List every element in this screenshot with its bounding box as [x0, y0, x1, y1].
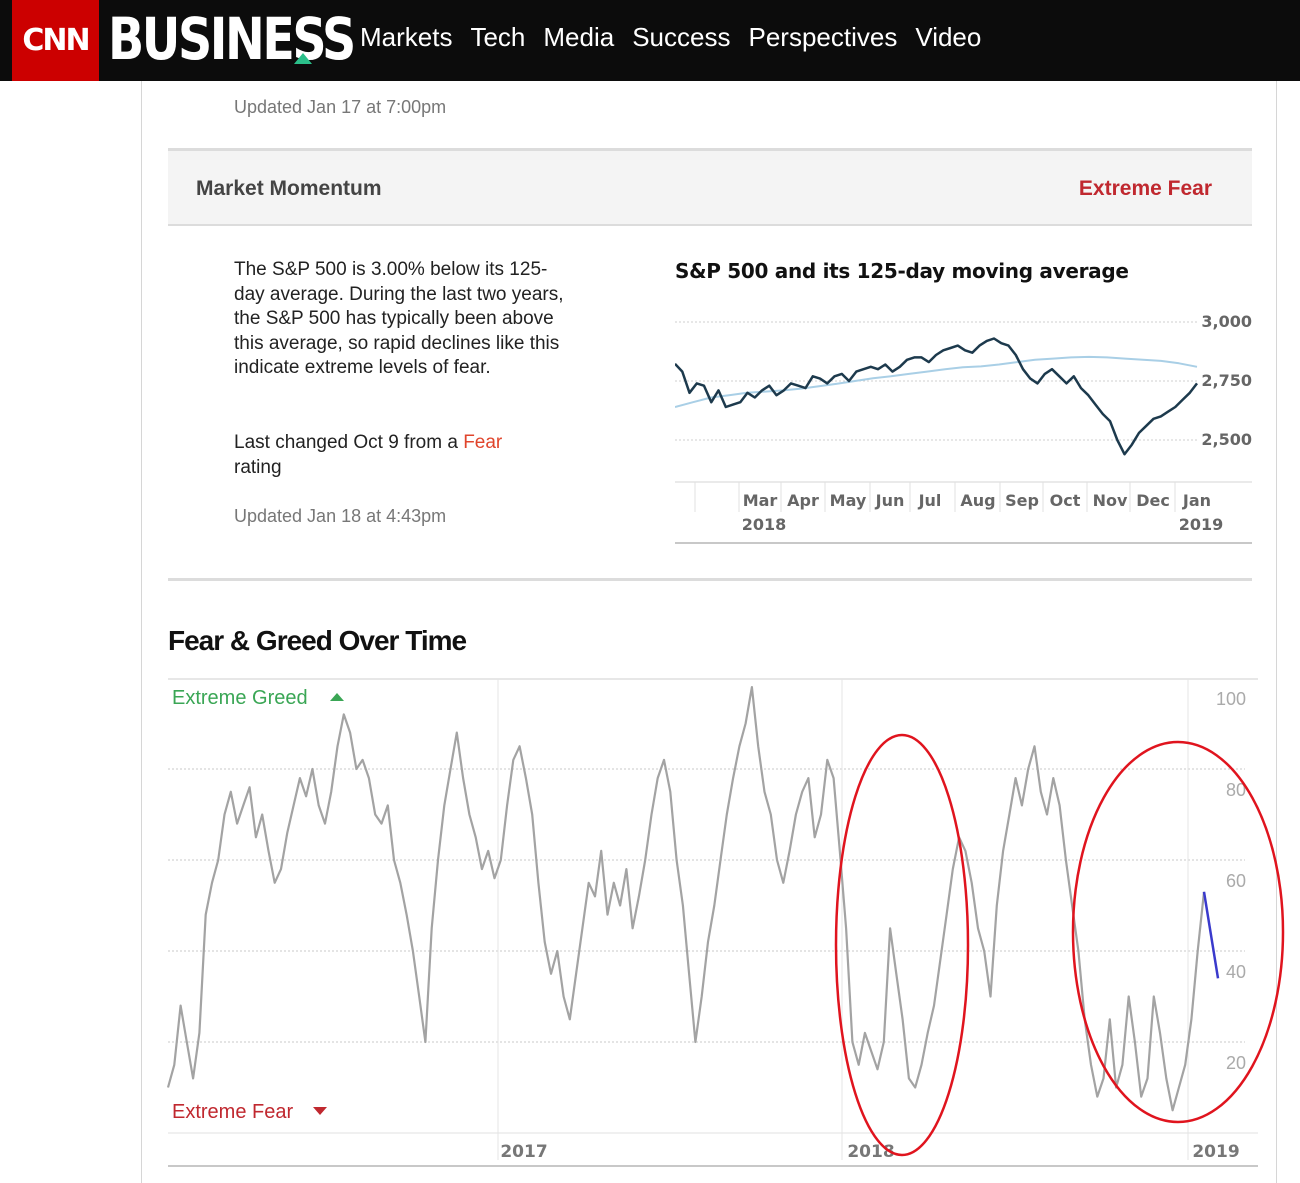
nav-video[interactable]: Video	[915, 22, 982, 52]
sp500-chart-title: S&P 500 and its 125-day moving average	[675, 259, 1129, 283]
fg-x-tick-label: 2017	[500, 1142, 547, 1162]
sp500-x-tick-label: Jan	[1182, 491, 1211, 510]
fg-y-tick-label: 60	[1226, 871, 1246, 891]
fear-greed-history-line	[166, 686, 1206, 1112]
indicator-rating: Extreme Fear	[1078, 177, 1212, 200]
fg-y-tick-label: 100	[1216, 689, 1246, 709]
main-nav: Markets Tech Media Success Perspectives …	[352, 18, 991, 58]
previous-rating: Fear	[463, 432, 503, 453]
nav-perspectives[interactable]: Perspectives	[748, 22, 898, 52]
fear-greed-latest-segment	[1202, 891, 1220, 979]
last-changed-prefix: Last changed Oct 9 from a	[234, 432, 464, 453]
annotation-circle-2019	[1071, 740, 1285, 1124]
nav-markets[interactable]: Markets	[360, 22, 453, 52]
momentum-description: The S&P 500 is 3.00% below its 125-day a…	[234, 259, 564, 378]
extreme-fear-label: Extreme Fear	[172, 1101, 293, 1123]
last-changed-text: Last changed Oct 9 from a Fear rating	[234, 430, 564, 480]
sp500-x-tick-label: Jun	[875, 491, 905, 510]
top-navigation-bar: CNN BUSINESS Markets Tech Media Success …	[0, 0, 1300, 81]
sp500-x-tick-label: Apr	[787, 491, 819, 510]
content-border-right	[1276, 81, 1277, 1183]
fear-greed-over-time-title: Fear & Greed Over Time	[168, 625, 467, 656]
extreme-greed-label: Extreme Greed	[172, 687, 308, 709]
updated-timestamp-momentum: Updated Jan 18 at 4:43pm	[234, 506, 447, 526]
triangle-down-icon	[313, 1107, 327, 1115]
market-momentum-header[interactable]: Market Momentum Extreme Fear	[168, 148, 1252, 226]
sp500-x-tick-label: Jul	[918, 491, 942, 510]
annotation-circle-2018	[834, 733, 970, 1157]
sp500-chart: 3,000 2,750 2,500 Mar Apr May Jun Jul Aug Sep Oct N…	[675, 312, 1252, 544]
sp500-x-tick-label: Dec	[1136, 491, 1170, 510]
fg-y-tick-label: 80	[1226, 780, 1246, 800]
fg-x-tick-label: 2019	[1192, 1142, 1239, 1162]
business-logo[interactable]: BUSINESS	[108, 5, 356, 73]
fg-x-tick-label: 2018	[847, 1142, 894, 1162]
sp500-x-tick-label: Mar	[743, 491, 778, 510]
sp500-moving-average-line	[675, 355, 1198, 408]
sp500-x-tick-label: May	[830, 491, 867, 510]
cnn-logo[interactable]: CNN	[12, 0, 99, 81]
sp500-y-tick-label: 2,500	[1201, 430, 1252, 449]
sp500-y-tick-label: 2,750	[1201, 371, 1252, 390]
sp500-year-label: 2019	[1179, 515, 1224, 534]
section-divider	[168, 578, 1252, 581]
business-logo-triangle-icon	[294, 53, 312, 64]
nav-success[interactable]: Success	[632, 22, 731, 52]
sp500-x-tick-label: Nov	[1093, 491, 1128, 510]
sp500-x-tick-label: Sep	[1005, 491, 1039, 510]
updated-timestamp-top: Updated Jan 17 at 7:00pm	[234, 97, 447, 117]
sp500-year-label: 2018	[742, 515, 787, 534]
sp500-y-tick-label: 3,000	[1201, 312, 1252, 331]
nav-tech[interactable]: Tech	[470, 22, 526, 52]
last-changed-suffix: rating	[234, 457, 282, 478]
sp500-price-line	[675, 337, 1198, 456]
fg-y-tick-label: 20	[1226, 1053, 1246, 1073]
sp500-x-tick-label: Aug	[960, 491, 995, 510]
sp500-x-tick-label: Oct	[1050, 491, 1081, 510]
fg-y-tick-label: 40	[1226, 962, 1246, 982]
indicator-label: Market Momentum	[196, 177, 382, 200]
nav-media[interactable]: Media	[543, 22, 615, 52]
content-border-left	[141, 81, 142, 1183]
triangle-up-icon	[330, 693, 344, 701]
